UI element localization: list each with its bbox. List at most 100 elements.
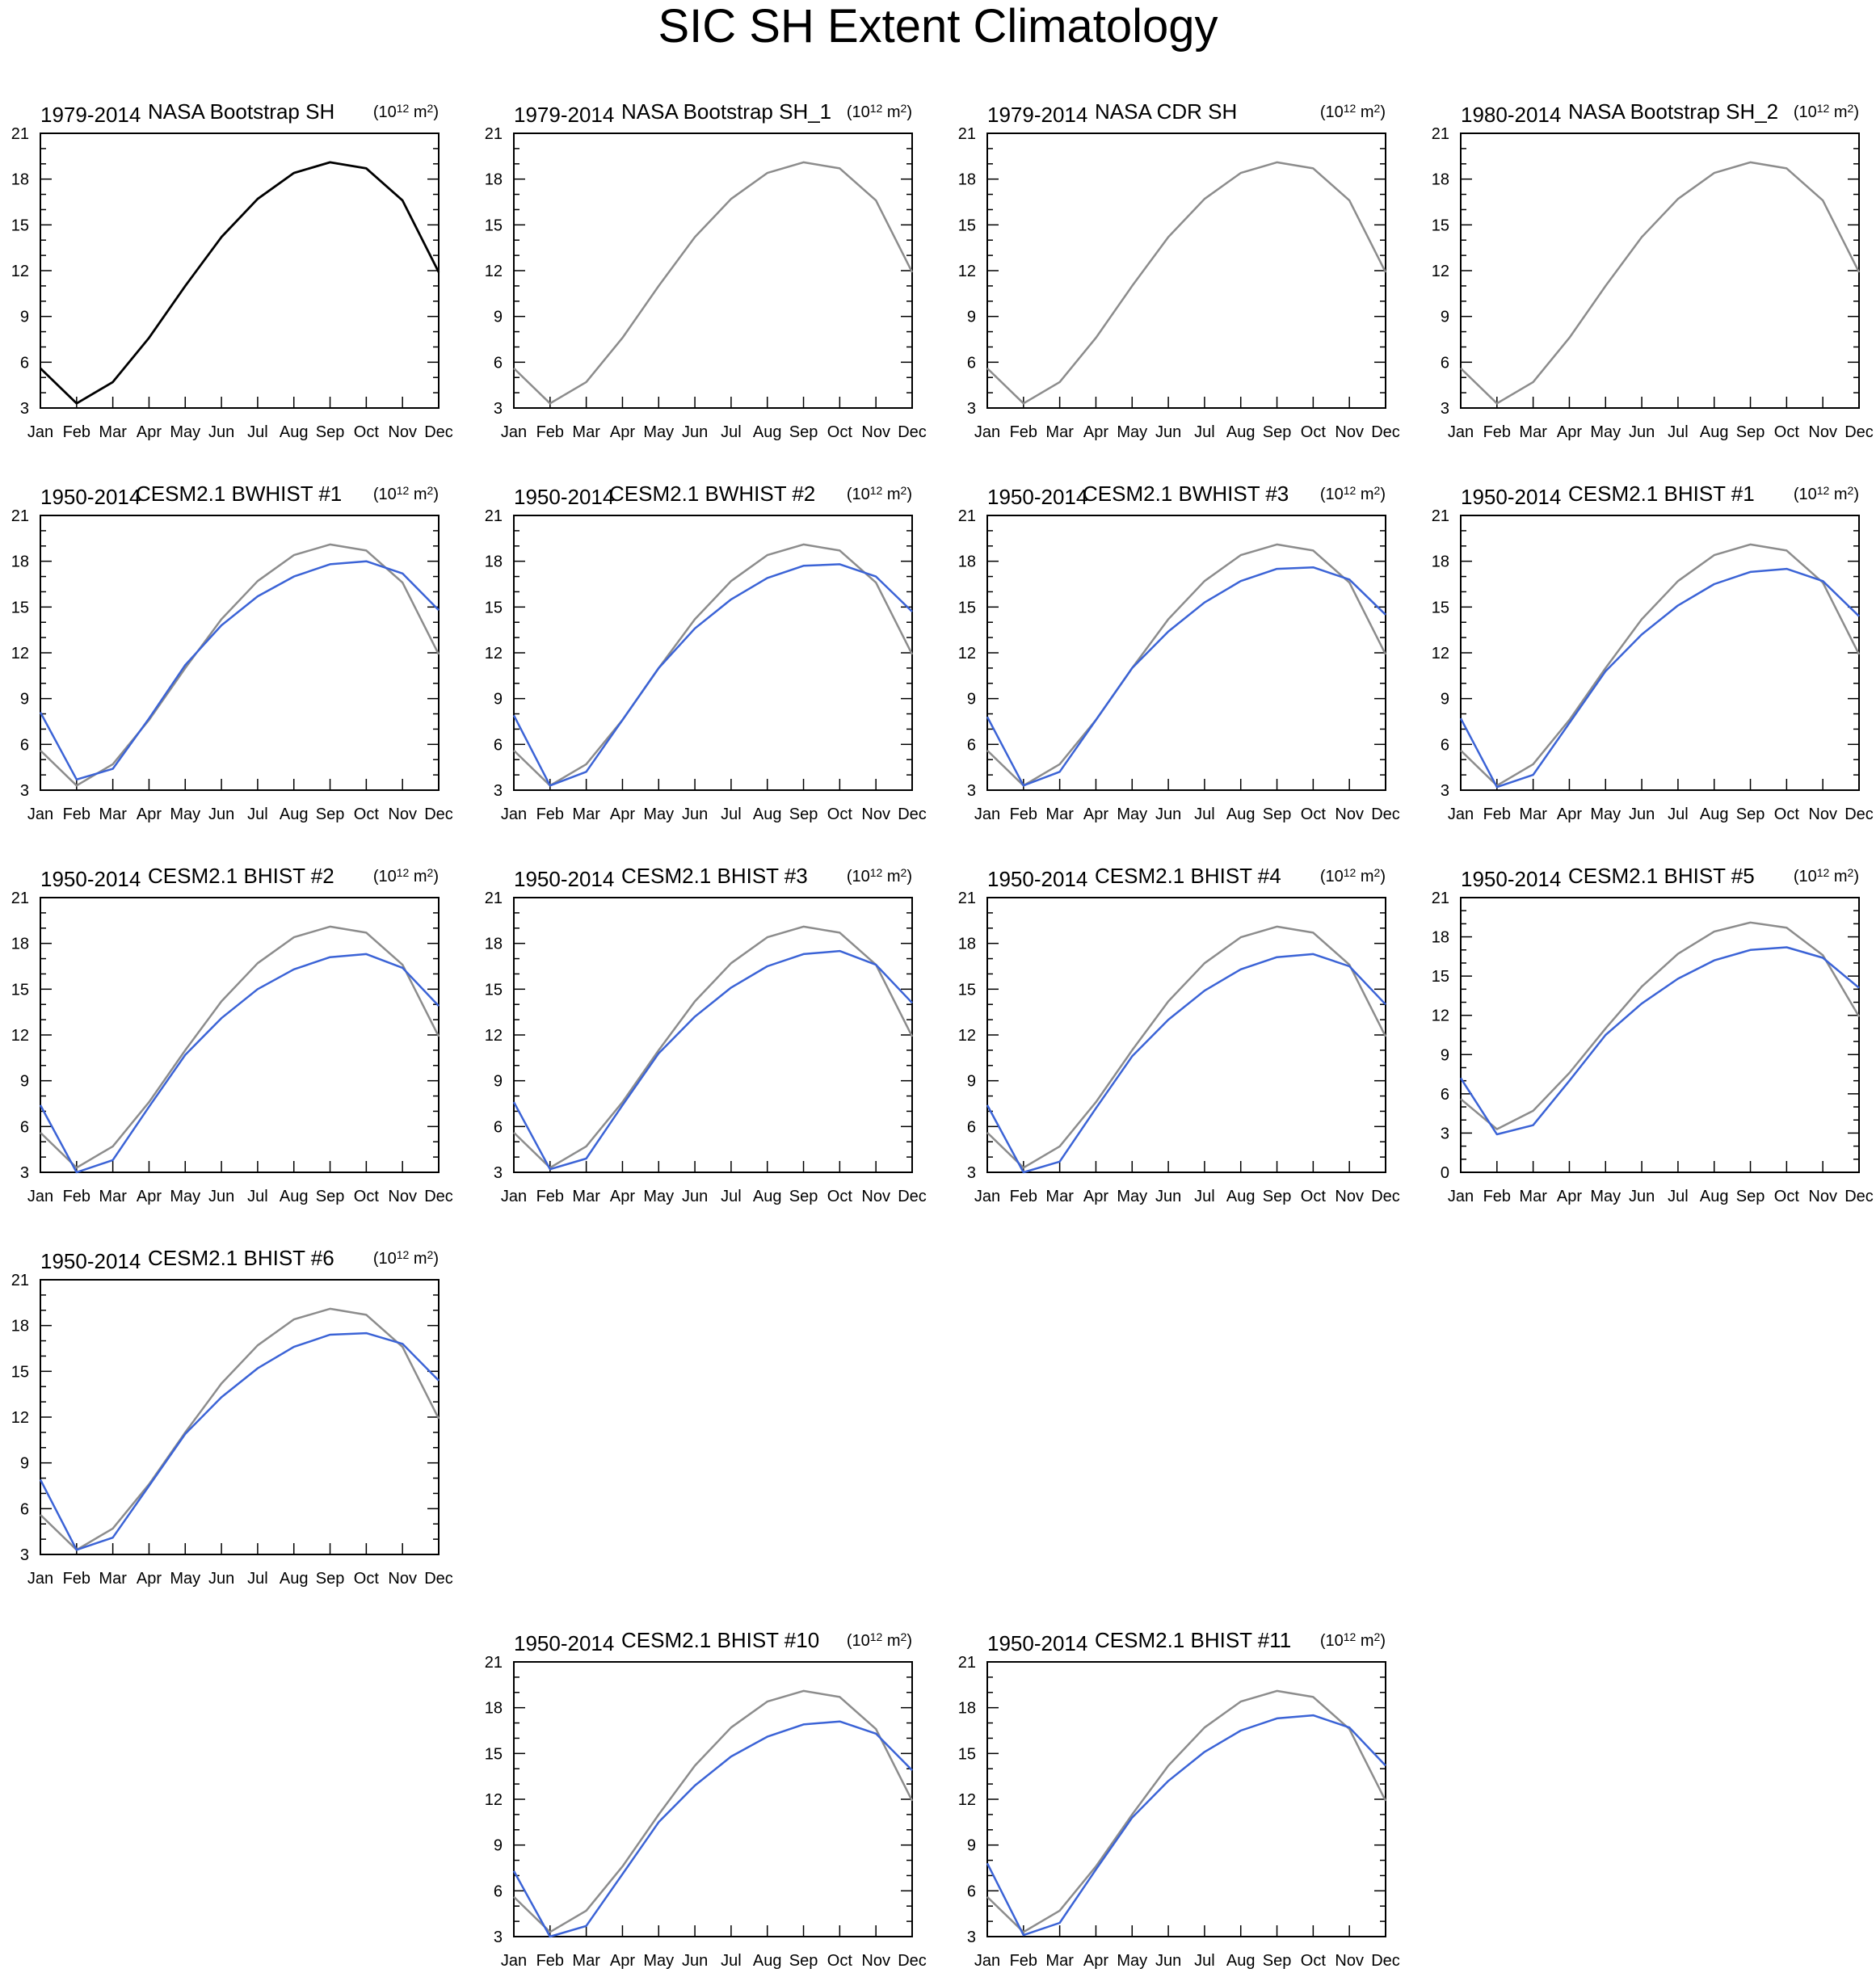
y-tick-label: 3 [20,782,29,800]
y-tick-label: 3 [20,400,29,418]
series-line-reference [986,543,1387,787]
x-tick-label: Nov [1335,1188,1364,1205]
x-tick-label: Mar [99,806,127,823]
x-tick-label: Sep [789,1952,818,1970]
y-tick-label: 18 [958,1700,976,1718]
y-tick-label: 21 [958,125,976,143]
x-tick-label: Feb [63,806,90,823]
y-tick-label: 9 [1441,309,1449,326]
series-line-model [986,1714,1386,1937]
y-tick-label: 6 [20,1118,29,1136]
x-tick-label: Oct [1774,423,1800,441]
x-tick-label: Sep [316,1570,345,1588]
y-tick-label: 18 [1432,171,1449,189]
units-label: (1012 m2) [373,1248,439,1268]
x-tick-label: Oct [1301,806,1327,823]
x-tick-label: May [1117,423,1147,441]
y-tick-label: 3 [20,1546,29,1564]
x-tick-label: Dec [1371,806,1400,823]
plot-frame [986,897,1386,1173]
y-tick-label: 6 [967,736,976,754]
x-tick-label: Oct [827,1952,853,1970]
x-tick-label: Apr [1083,806,1108,823]
y-tick-label: 3 [967,400,976,418]
x-tick-label: Aug [753,806,782,823]
x-tick-label: Sep [789,806,818,823]
x-tick-label: Dec [424,423,453,441]
x-tick-label: Mar [99,423,127,441]
x-tick-label: Nov [1335,423,1364,441]
x-tick-label: Sep [316,1188,345,1205]
y-tick-label: 15 [11,1363,29,1381]
y-tick-label: 9 [494,691,503,709]
y-tick-label: 3 [1441,782,1449,800]
x-tick-label: Apr [1557,806,1582,823]
x-tick-label: Dec [898,1188,927,1205]
x-tick-label: Nov [388,423,417,441]
y-tick-label: 15 [1432,217,1449,234]
x-tick-label: Feb [1483,806,1511,823]
x-tick-label: Sep [789,1188,818,1205]
y-tick-label: 6 [494,1882,503,1900]
y-tick-label: 9 [494,1837,503,1855]
y-tick-label: 21 [1432,507,1449,525]
series-line-observed [40,161,440,405]
x-tick-label: Nov [1335,1952,1364,1970]
x-tick-label: Apr [610,1952,635,1970]
series-line-reference [40,925,440,1169]
y-tick-label: 9 [1441,691,1449,709]
panel-12: 0 3 6 9 12 15 18 21 Jan Feb Mar Apr May Jun Jul Aug Sep O… [1432,864,1874,1205]
x-tick-label: Oct [1774,806,1800,823]
panel-name: CESM2.1 BHIST #5 [1568,864,1755,888]
series-line-reference [40,1307,440,1551]
x-tick-label: Nov [388,806,417,823]
panel-1: 3 6 9 12 15 18 21 Jan Feb Mar Apr May Jun Jul Aug Sep Oc… [11,99,453,441]
y-tick-label: 18 [958,936,976,953]
plot-frame [40,515,440,791]
y-tick-label: 6 [494,1118,503,1136]
series-line-model [1459,567,1860,789]
panel-name: CESM2.1 BHIST #6 [148,1246,334,1270]
panel-13: 3 6 9 12 15 18 21 Jan Feb Mar Apr May Jun Jul Aug Sep Oc… [11,1246,453,1588]
x-tick-label: Jul [247,806,268,823]
x-tick-label: Apr [1557,423,1582,441]
x-tick-label: Nov [861,423,890,441]
units-label: (1012 m2) [373,866,439,885]
x-tick-label: Aug [1226,1952,1256,1970]
panel-5: 3 6 9 12 15 18 21 Jan Feb Mar Apr May Jun Jul Aug Sep Oc… [11,482,453,823]
y-tick-label: 18 [11,936,29,953]
x-tick-label: May [1590,806,1621,823]
x-tick-label: May [643,1188,674,1205]
y-tick-label: 21 [485,1654,503,1672]
x-tick-label: Jun [1155,423,1181,441]
x-tick-label: Jun [208,1188,234,1205]
units-label: (1012 m2) [1320,866,1386,885]
x-tick-label: Dec [1844,806,1874,823]
y-tick-label: 12 [958,1791,976,1809]
y-tick-label: 12 [1432,263,1449,280]
y-tick-label: 18 [11,553,29,571]
x-tick-label: Apr [1083,1952,1108,1970]
series-line-reference [986,161,1387,405]
x-tick-label: Feb [1483,1188,1511,1205]
panel-period: 1979-2014 [40,103,141,127]
y-tick-label: 15 [958,599,976,616]
y-tick-label: 15 [958,217,976,234]
y-tick-label: 18 [1432,553,1449,571]
panel-name: NASA Bootstrap SH_1 [621,99,831,124]
units-label: (1012 m2) [1794,102,1859,121]
x-tick-label: May [1590,1188,1621,1205]
x-tick-label: Aug [753,1188,782,1205]
x-tick-label: Jun [1629,423,1655,441]
y-tick-label: 6 [20,354,29,372]
y-tick-label: 3 [494,782,503,800]
x-tick-label: Jul [1194,806,1215,823]
series-line-model [986,953,1386,1174]
x-tick-label: Mar [1519,806,1547,823]
x-tick-label: Nov [861,806,890,823]
panel-name: CESM2.1 BHIST #2 [148,864,334,888]
units-label: (1012 m2) [373,102,439,121]
y-tick-label: 9 [494,309,503,326]
plot-frame [986,515,1386,791]
y-tick-label: 6 [1441,736,1449,754]
